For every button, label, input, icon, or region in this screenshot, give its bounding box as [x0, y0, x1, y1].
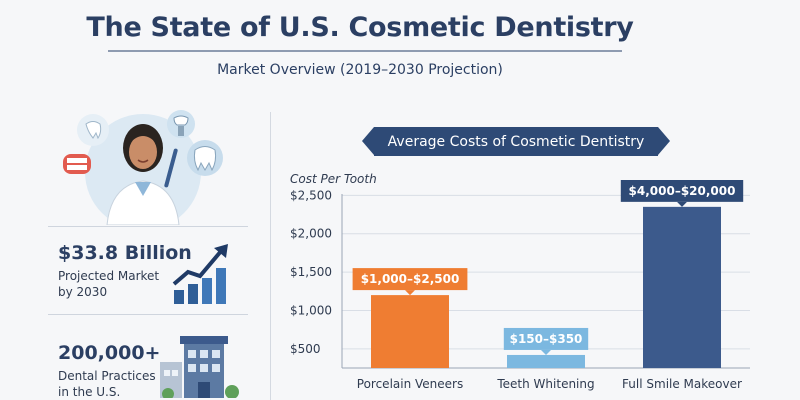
stat-label: Dental Practices in the U.S. [58, 369, 156, 399]
y-tick-label: $2,000 [290, 227, 332, 241]
bar-growth-icon [172, 244, 228, 304]
y-axis-label: Cost Per Tooth [290, 172, 377, 186]
bar [643, 206, 721, 368]
bar [507, 354, 585, 368]
chart-title-notch [362, 127, 374, 155]
page-subtitle: Market Overview (2019–2030 Projection) [217, 62, 503, 78]
column-divider [270, 112, 271, 400]
bar [371, 295, 449, 368]
stat-label: Projected Market by 2030 [58, 269, 160, 299]
data-label-box [620, 180, 744, 202]
cost-bar-chart: $500 $1,000 $1,500 $2,000 $2,500 $1,000–$2,50… [290, 180, 750, 391]
dentures-icon [63, 154, 91, 174]
x-tick-label: Porcelain Veneers [357, 377, 463, 391]
stat-value: $33.8 Billion [58, 242, 192, 264]
data-label: $1,000–$2,500 [361, 272, 460, 286]
data-label: $150–$350 [510, 332, 583, 346]
stat-practices: 200,000+ Dental Practices in the U.S. [58, 342, 258, 400]
data-label-pointer [405, 290, 415, 296]
y-tick-label: $2,500 [290, 188, 332, 202]
clinic-building-icon [160, 336, 239, 398]
chart-title-notch [658, 127, 670, 155]
title-underline [108, 50, 622, 52]
tooth-icon [77, 114, 109, 146]
data-label-box [503, 327, 589, 350]
x-tick-label: Full Smile Makeover [622, 377, 742, 391]
y-tick-label: $1,000 [290, 303, 332, 317]
data-label-pointer [677, 201, 687, 207]
data-label-box [352, 268, 468, 291]
stat-value: 200,000+ [58, 342, 161, 364]
stat-market-size: $33.8 Billion Projected Market by 2030 [58, 242, 258, 300]
data-label-pointer [541, 349, 551, 355]
left-divider [48, 226, 248, 227]
dentist-illustration-icon [63, 110, 223, 225]
data-label: $4,000–$20,000 [629, 184, 736, 198]
dental-implant-icon [167, 110, 195, 138]
y-tick-label: $1,500 [290, 265, 332, 279]
tooth-icon [187, 140, 223, 176]
chart-title: Average Costs of Cosmetic Dentistry [374, 127, 658, 156]
x-tick-label: Teeth Whitening [496, 377, 594, 391]
page-title: The State of U.S. Cosmetic Dentistry [86, 12, 634, 43]
toothbrush-icon [164, 148, 178, 188]
left-divider [48, 314, 248, 315]
y-tick-label: $500 [290, 342, 321, 356]
